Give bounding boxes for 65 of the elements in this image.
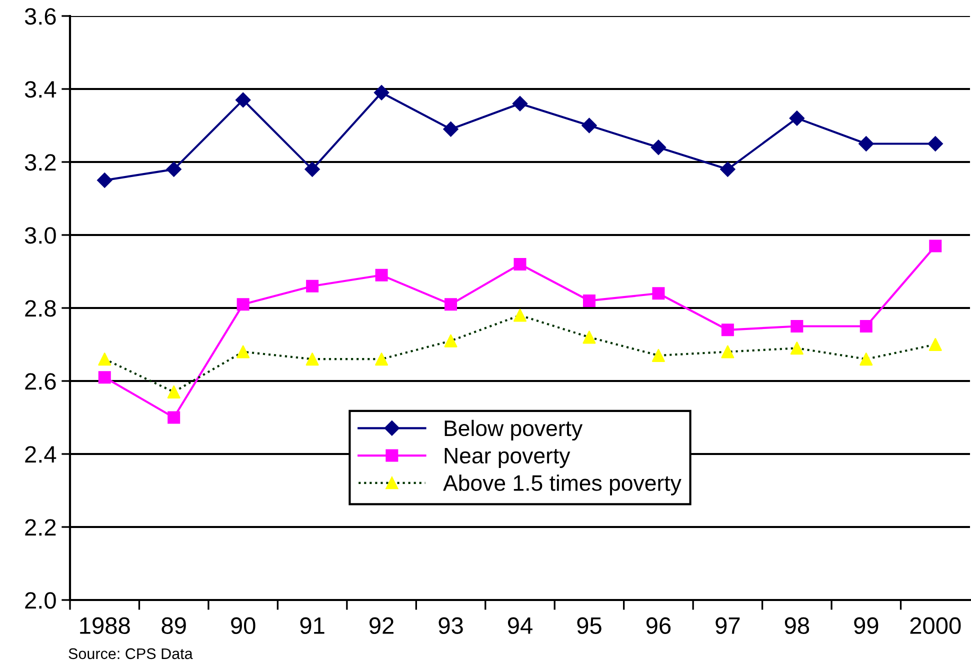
x-tick-label: 95 xyxy=(577,617,602,634)
x-tick-label: 90 xyxy=(231,617,256,634)
point xyxy=(236,298,250,311)
point xyxy=(929,240,942,252)
point xyxy=(928,338,942,352)
point xyxy=(720,162,736,177)
point xyxy=(582,118,597,134)
point xyxy=(444,334,458,348)
point xyxy=(721,324,734,336)
x-tick-label: 89 xyxy=(162,617,186,634)
x-tick-label: 98 xyxy=(784,617,810,634)
y-tick-label: 2.6 xyxy=(25,373,56,390)
point xyxy=(513,308,527,322)
point xyxy=(582,330,596,344)
y-tick-label: 2.2 xyxy=(25,519,56,536)
point xyxy=(789,110,804,126)
y-tick-label: 3.0 xyxy=(24,227,56,244)
y-tick-label: 3.2 xyxy=(24,154,56,171)
source-note: Source: CPS Data xyxy=(68,648,193,660)
point xyxy=(306,280,319,292)
point xyxy=(860,320,872,332)
point xyxy=(167,385,180,398)
point xyxy=(306,352,319,366)
point xyxy=(790,320,804,332)
legend-label: Near poverty xyxy=(444,448,570,468)
legend-label: Above 1.5 times poverty xyxy=(443,474,682,496)
x-tick-label: 99 xyxy=(854,617,878,634)
point xyxy=(98,352,112,366)
point xyxy=(168,411,180,424)
point xyxy=(374,85,390,100)
y-tick-label: 2.4 xyxy=(25,446,56,463)
point xyxy=(650,140,666,155)
point xyxy=(790,342,804,355)
point xyxy=(444,298,458,311)
point xyxy=(443,122,458,137)
point xyxy=(652,287,665,300)
point xyxy=(375,268,388,282)
y-tick-label: 2.8 xyxy=(25,300,56,317)
y-tick-label: 3.6 xyxy=(24,8,56,25)
point xyxy=(375,352,388,366)
point xyxy=(97,172,112,188)
point xyxy=(652,348,665,362)
x-tick-label: 96 xyxy=(646,617,671,634)
legend-label: Below poverty xyxy=(444,420,583,441)
point xyxy=(98,371,111,384)
x-tick-label: 92 xyxy=(370,617,394,634)
y-tick-label: 3.4 xyxy=(24,81,56,98)
x-tick-label: 93 xyxy=(438,617,463,634)
point xyxy=(236,92,251,108)
point xyxy=(236,345,250,358)
x-tick-label: 91 xyxy=(300,617,324,634)
point xyxy=(304,162,320,177)
point xyxy=(582,294,596,307)
point xyxy=(858,136,874,152)
point xyxy=(166,162,182,177)
point xyxy=(514,258,526,270)
x-tick-label: 94 xyxy=(508,617,532,634)
point xyxy=(721,345,734,358)
point xyxy=(512,96,528,112)
point xyxy=(928,136,943,152)
x-tick-label: 97 xyxy=(716,617,740,634)
x-tick-label: 2000 xyxy=(910,617,961,634)
y-tick-label: 2.0 xyxy=(25,592,56,609)
point xyxy=(860,352,873,366)
x-tick-label: 1988 xyxy=(80,617,130,634)
